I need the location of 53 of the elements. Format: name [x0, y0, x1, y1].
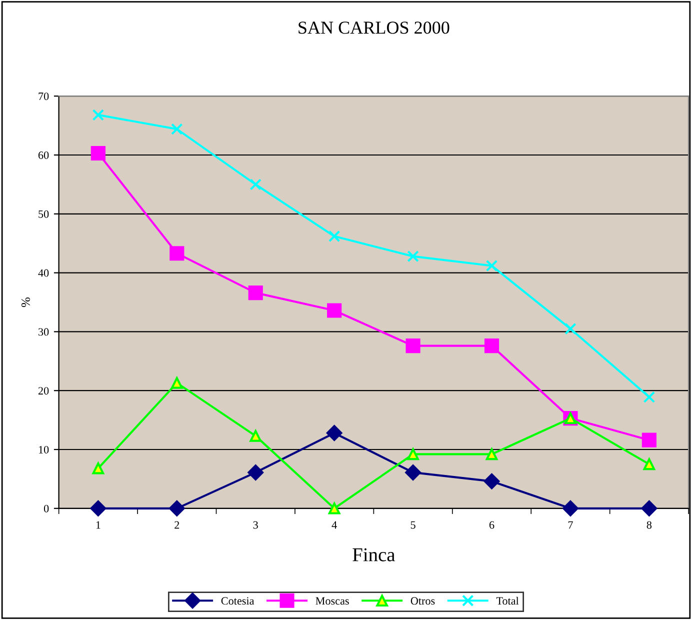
- legend-label: Total: [496, 596, 519, 605]
- y-tick-label: 10: [38, 446, 49, 454]
- point: [328, 502, 340, 514]
- point: [405, 464, 421, 480]
- point: [406, 338, 420, 354]
- x-tick-label: 8: [646, 521, 652, 529]
- point: [170, 123, 183, 135]
- point: [484, 338, 500, 354]
- point: [250, 178, 262, 190]
- point: [407, 448, 419, 460]
- x-tick-label: 6: [489, 521, 494, 529]
- y-tick-label: 60: [38, 151, 49, 159]
- point: [484, 473, 500, 490]
- y-axis-title: %: [21, 297, 30, 308]
- point: [407, 250, 419, 262]
- point: [641, 500, 658, 516]
- point: [92, 109, 104, 121]
- y-tick-label: 70: [38, 92, 49, 100]
- point: [643, 391, 656, 403]
- x-tick-label: 4: [332, 521, 337, 529]
- y-tick-label: 30: [38, 328, 49, 336]
- point: [486, 448, 498, 460]
- x-axis-title: Finca: [352, 548, 396, 562]
- point: [248, 464, 264, 480]
- point: [168, 500, 185, 516]
- point: [90, 146, 106, 161]
- legend-label: Otros: [410, 597, 435, 605]
- point: [92, 462, 104, 474]
- x-tick-label: 5: [410, 521, 416, 529]
- point: [564, 322, 576, 335]
- chart-title: SAN CARLOS 2000: [298, 22, 450, 34]
- point: [562, 500, 578, 516]
- legend-label: Moscas: [316, 597, 349, 605]
- point: [327, 303, 342, 318]
- x-tick-label: 2: [174, 521, 180, 529]
- point: [170, 246, 184, 261]
- point: [643, 458, 656, 470]
- y-tick-label: 0: [44, 504, 49, 512]
- point: [326, 425, 342, 441]
- point: [328, 230, 340, 242]
- point: [90, 500, 106, 516]
- x-tick-label: 1: [96, 521, 100, 529]
- x-tick-label: 3: [253, 521, 258, 529]
- point: [170, 377, 183, 389]
- y-tick-label: 20: [38, 387, 49, 395]
- point: [250, 430, 262, 442]
- point: [486, 260, 498, 272]
- legend-label: Cotesia: [221, 597, 254, 605]
- point: [642, 432, 656, 448]
- x-tick-label: 7: [568, 521, 573, 529]
- y-tick-label: 50: [38, 210, 49, 218]
- point: [248, 286, 263, 300]
- y-tick-label: 40: [38, 269, 49, 277]
